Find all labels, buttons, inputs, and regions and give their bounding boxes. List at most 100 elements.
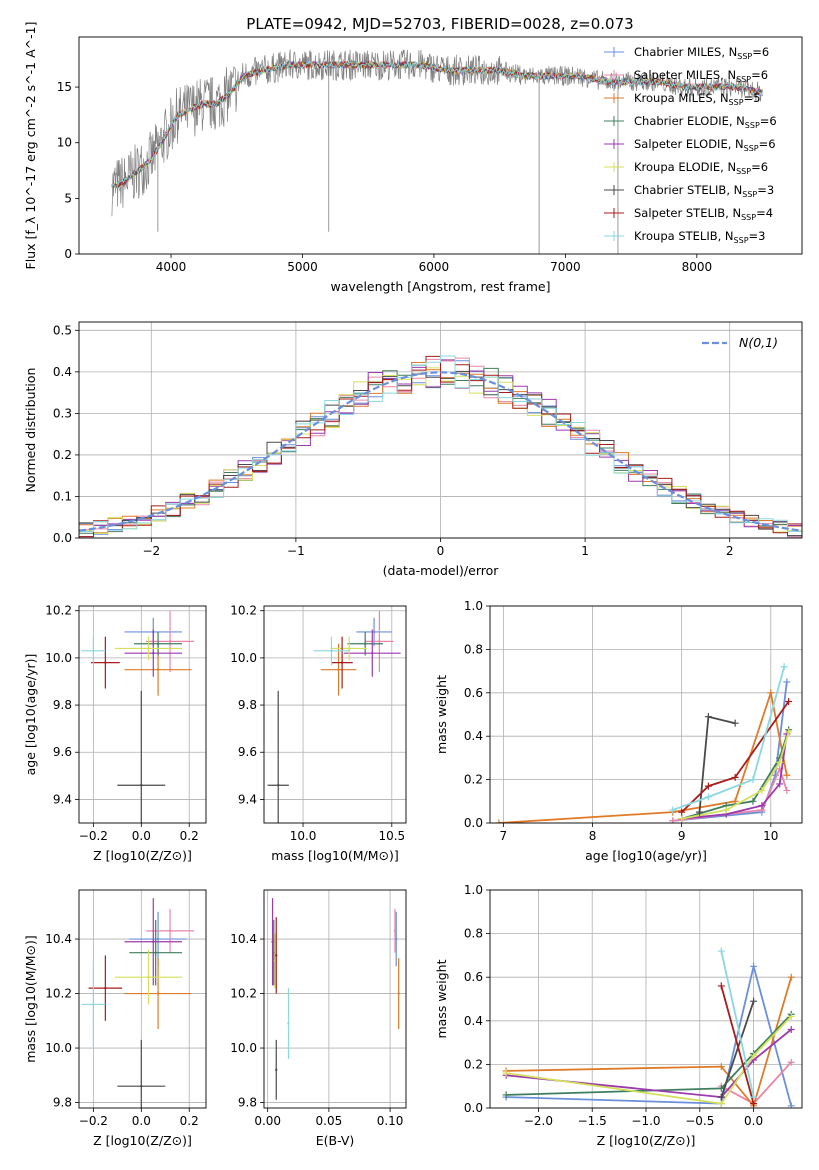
series-line bbox=[505, 1015, 792, 1105]
data-point bbox=[378, 640, 381, 643]
y-axis-label: mass weight bbox=[434, 959, 449, 1038]
plus-marker bbox=[749, 776, 757, 784]
plus-marker bbox=[783, 678, 791, 686]
plus-marker bbox=[750, 997, 758, 1005]
data-point bbox=[330, 649, 333, 653]
data-point bbox=[140, 784, 143, 787]
x-tick-label: −0.2 bbox=[79, 1114, 108, 1128]
x-axis-label: age [log10(age/yr)] bbox=[585, 848, 707, 863]
legend-subscript: SSP bbox=[745, 121, 760, 130]
plus-marker bbox=[787, 1102, 795, 1108]
x-tick-label: 0.00 bbox=[254, 1114, 281, 1128]
plus-marker bbox=[780, 663, 788, 671]
y-tick-label: 0.2 bbox=[464, 773, 483, 787]
x-tick-label: −1.0 bbox=[631, 1114, 660, 1128]
plus-marker bbox=[669, 806, 677, 814]
x-axis-label: Z [log10(Z/Z⊙)] bbox=[93, 1133, 192, 1148]
axes-frame bbox=[489, 605, 803, 824]
plot-area bbox=[81, 610, 195, 823]
series-line bbox=[672, 666, 786, 811]
x-tick-label: 1 bbox=[581, 544, 589, 558]
y-axis-label: age [log10(age/yr)] bbox=[23, 654, 38, 776]
y-tick-label: 10.2 bbox=[230, 987, 257, 1001]
y-tick-label: 10.0 bbox=[45, 1041, 72, 1055]
y-tick-label: 0.2 bbox=[464, 1057, 483, 1071]
plus-marker bbox=[717, 982, 725, 990]
y-axis-label: Normed distribution bbox=[23, 368, 38, 493]
legend-subscript: SSP bbox=[729, 98, 744, 107]
data-point bbox=[273, 959, 277, 963]
series-line bbox=[720, 950, 755, 1098]
plus-marker bbox=[704, 782, 712, 790]
x-tick-label: 0.0 bbox=[132, 829, 151, 843]
x-tick-label: 9 bbox=[678, 829, 686, 843]
data-point bbox=[337, 668, 340, 671]
panel-mass-vs-ebv: 0.00 0.05 0.10 9.8 10.0 10.2 10.4 E(B-V) bbox=[230, 889, 407, 1148]
data-point bbox=[104, 986, 107, 990]
plus-marker bbox=[776, 780, 784, 788]
y-tick-label: 0.0 bbox=[464, 816, 483, 830]
y-tick-label: 0.4 bbox=[464, 729, 483, 743]
legend-subscript: SSP bbox=[741, 213, 756, 222]
y-tick-label: 9.8 bbox=[238, 698, 257, 712]
data-point bbox=[277, 784, 280, 787]
legend-label: Chabrier ELODIE, NSSP=6 bbox=[634, 114, 777, 130]
plus-marker bbox=[717, 1063, 725, 1071]
panel-age-vs-Z: −0.2 0.0 0.2 9.4 9.6 9.8 10.0 10.2 Z [log10(Z/Z⊙… bbox=[23, 604, 207, 863]
data-point bbox=[92, 649, 95, 653]
x-tick-label: 0.0 bbox=[744, 1114, 763, 1128]
legend-label: Kroupa ELODIE, NSSP=6 bbox=[634, 160, 768, 176]
data-point bbox=[92, 1003, 95, 1006]
data-point bbox=[156, 668, 160, 671]
data-point bbox=[371, 651, 374, 655]
data-point bbox=[372, 630, 376, 634]
data-point bbox=[156, 642, 160, 645]
y-tick-label: 10.2 bbox=[230, 604, 257, 618]
y-tick-label: 1.0 bbox=[464, 883, 483, 897]
x-axis-label: Z [log10(Z/Z⊙)] bbox=[597, 1133, 696, 1148]
plus-marker bbox=[750, 1100, 758, 1108]
plus-marker bbox=[750, 1052, 758, 1060]
plus-marker bbox=[717, 947, 725, 955]
legend-label: Salpeter ELODIE, NSSP=6 bbox=[634, 137, 776, 153]
x-tick-label: −1.5 bbox=[578, 1114, 607, 1128]
plot-area bbox=[502, 947, 795, 1108]
data-point bbox=[287, 1022, 290, 1025]
plot-area bbox=[111, 49, 763, 254]
data-point bbox=[363, 642, 367, 645]
x-tick-label: 6000 bbox=[419, 260, 450, 274]
plus-marker bbox=[669, 817, 677, 823]
x-axis-label: mass [log10(M/M⊙)] bbox=[271, 848, 399, 863]
figure-title: PLATE=0942, MJD=52703, FIBERID=0028, z=0… bbox=[246, 15, 633, 33]
plot-area bbox=[271, 898, 400, 1100]
plus-marker bbox=[502, 1069, 510, 1077]
x-tick-label: 10.5 bbox=[378, 829, 405, 843]
legend-subscript: SSP bbox=[734, 236, 749, 245]
y-tick-label: 10.4 bbox=[230, 932, 257, 946]
x-axis-label: Z [log10(Z/Z⊙)] bbox=[93, 848, 192, 863]
panel-mass-vs-Z: −0.2 0.0 0.2 9.8 10.0 10.2 10.4 Z [log10(Z/Z⊙)]… bbox=[23, 889, 207, 1148]
x-tick-label: 4000 bbox=[156, 260, 187, 274]
data-point bbox=[275, 1068, 278, 1072]
data-point bbox=[168, 640, 172, 643]
panel-mass-weight-vs-Z: −2.0 −1.5 −1.0 −0.5 0.0 0.0 0.2 0.4 0.6 0.8 1.0 Z [… bbox=[434, 883, 803, 1148]
x-tick-label: 7000 bbox=[550, 260, 581, 274]
legend-subscript: SSP bbox=[736, 75, 751, 84]
y-tick-label: 0.1 bbox=[53, 489, 72, 503]
y-tick-label: 15 bbox=[57, 80, 72, 94]
plot-area bbox=[79, 355, 802, 538]
legend-nssp: =3 bbox=[757, 183, 774, 197]
legend-label: Salpeter STELIB, NSSP=4 bbox=[634, 206, 773, 222]
data-point bbox=[348, 647, 351, 650]
legend-subscript: SSP bbox=[736, 167, 751, 176]
legend-nssp: =6 bbox=[759, 137, 776, 151]
normal-curve bbox=[79, 371, 802, 532]
plus-marker bbox=[787, 1058, 795, 1066]
plus-marker bbox=[750, 962, 758, 970]
y-tick-label: 9.4 bbox=[238, 792, 257, 806]
y-tick-label: 0.6 bbox=[464, 686, 483, 700]
y-tick-label: 9.8 bbox=[53, 1096, 72, 1110]
data-point bbox=[152, 651, 155, 655]
plus-marker bbox=[722, 806, 730, 814]
y-tick-label: 0.6 bbox=[464, 970, 483, 984]
